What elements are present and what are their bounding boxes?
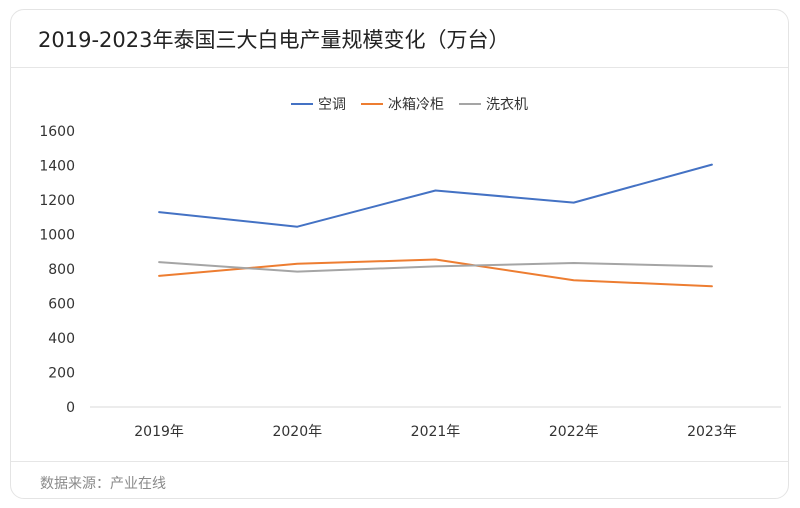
y-axis: 0 200 400 600 800 1000 1200 1400 1600 [39,124,75,416]
chart-legend: 空调 冰箱冷柜 洗衣机 [291,97,528,113]
source-note: 数据来源：产业在线 [40,476,166,492]
y-tick-label: 800 [48,262,75,278]
chart-card: 2019-2023年泰国三大白电产量规模变化（万台） 数据来源：产业在线 [10,9,789,499]
y-tick-label: 1000 [39,228,75,244]
x-tick-label: 2022年 [549,424,599,440]
x-tick-label: 2020年 [272,424,322,440]
chart-title: 2019-2023年泰国三大白电产量规模变化（万台） [38,28,510,52]
series-line [158,261,713,273]
x-axis: 2019年 2020年 2021年 2022年 2023年 [90,406,781,440]
legend-label: 冰箱冷柜 [388,97,444,113]
series-lines [158,163,713,288]
series-line [158,163,713,228]
title-divider [11,67,788,68]
y-tick-label: 1600 [39,124,75,140]
y-tick-label: 1400 [39,159,75,175]
x-tick-label: 2019年 [134,424,184,440]
y-tick-label: 600 [48,297,75,313]
x-tick-label: 2023年 [687,424,737,440]
y-tick-label: 0 [66,400,75,416]
legend-label: 空调 [318,97,346,113]
y-tick-label: 1200 [39,193,75,209]
footer-divider [11,461,788,462]
y-tick-label: 200 [48,366,75,382]
legend-label: 洗衣机 [486,97,528,113]
x-tick-label: 2021年 [411,424,461,440]
y-tick-label: 400 [48,331,75,347]
